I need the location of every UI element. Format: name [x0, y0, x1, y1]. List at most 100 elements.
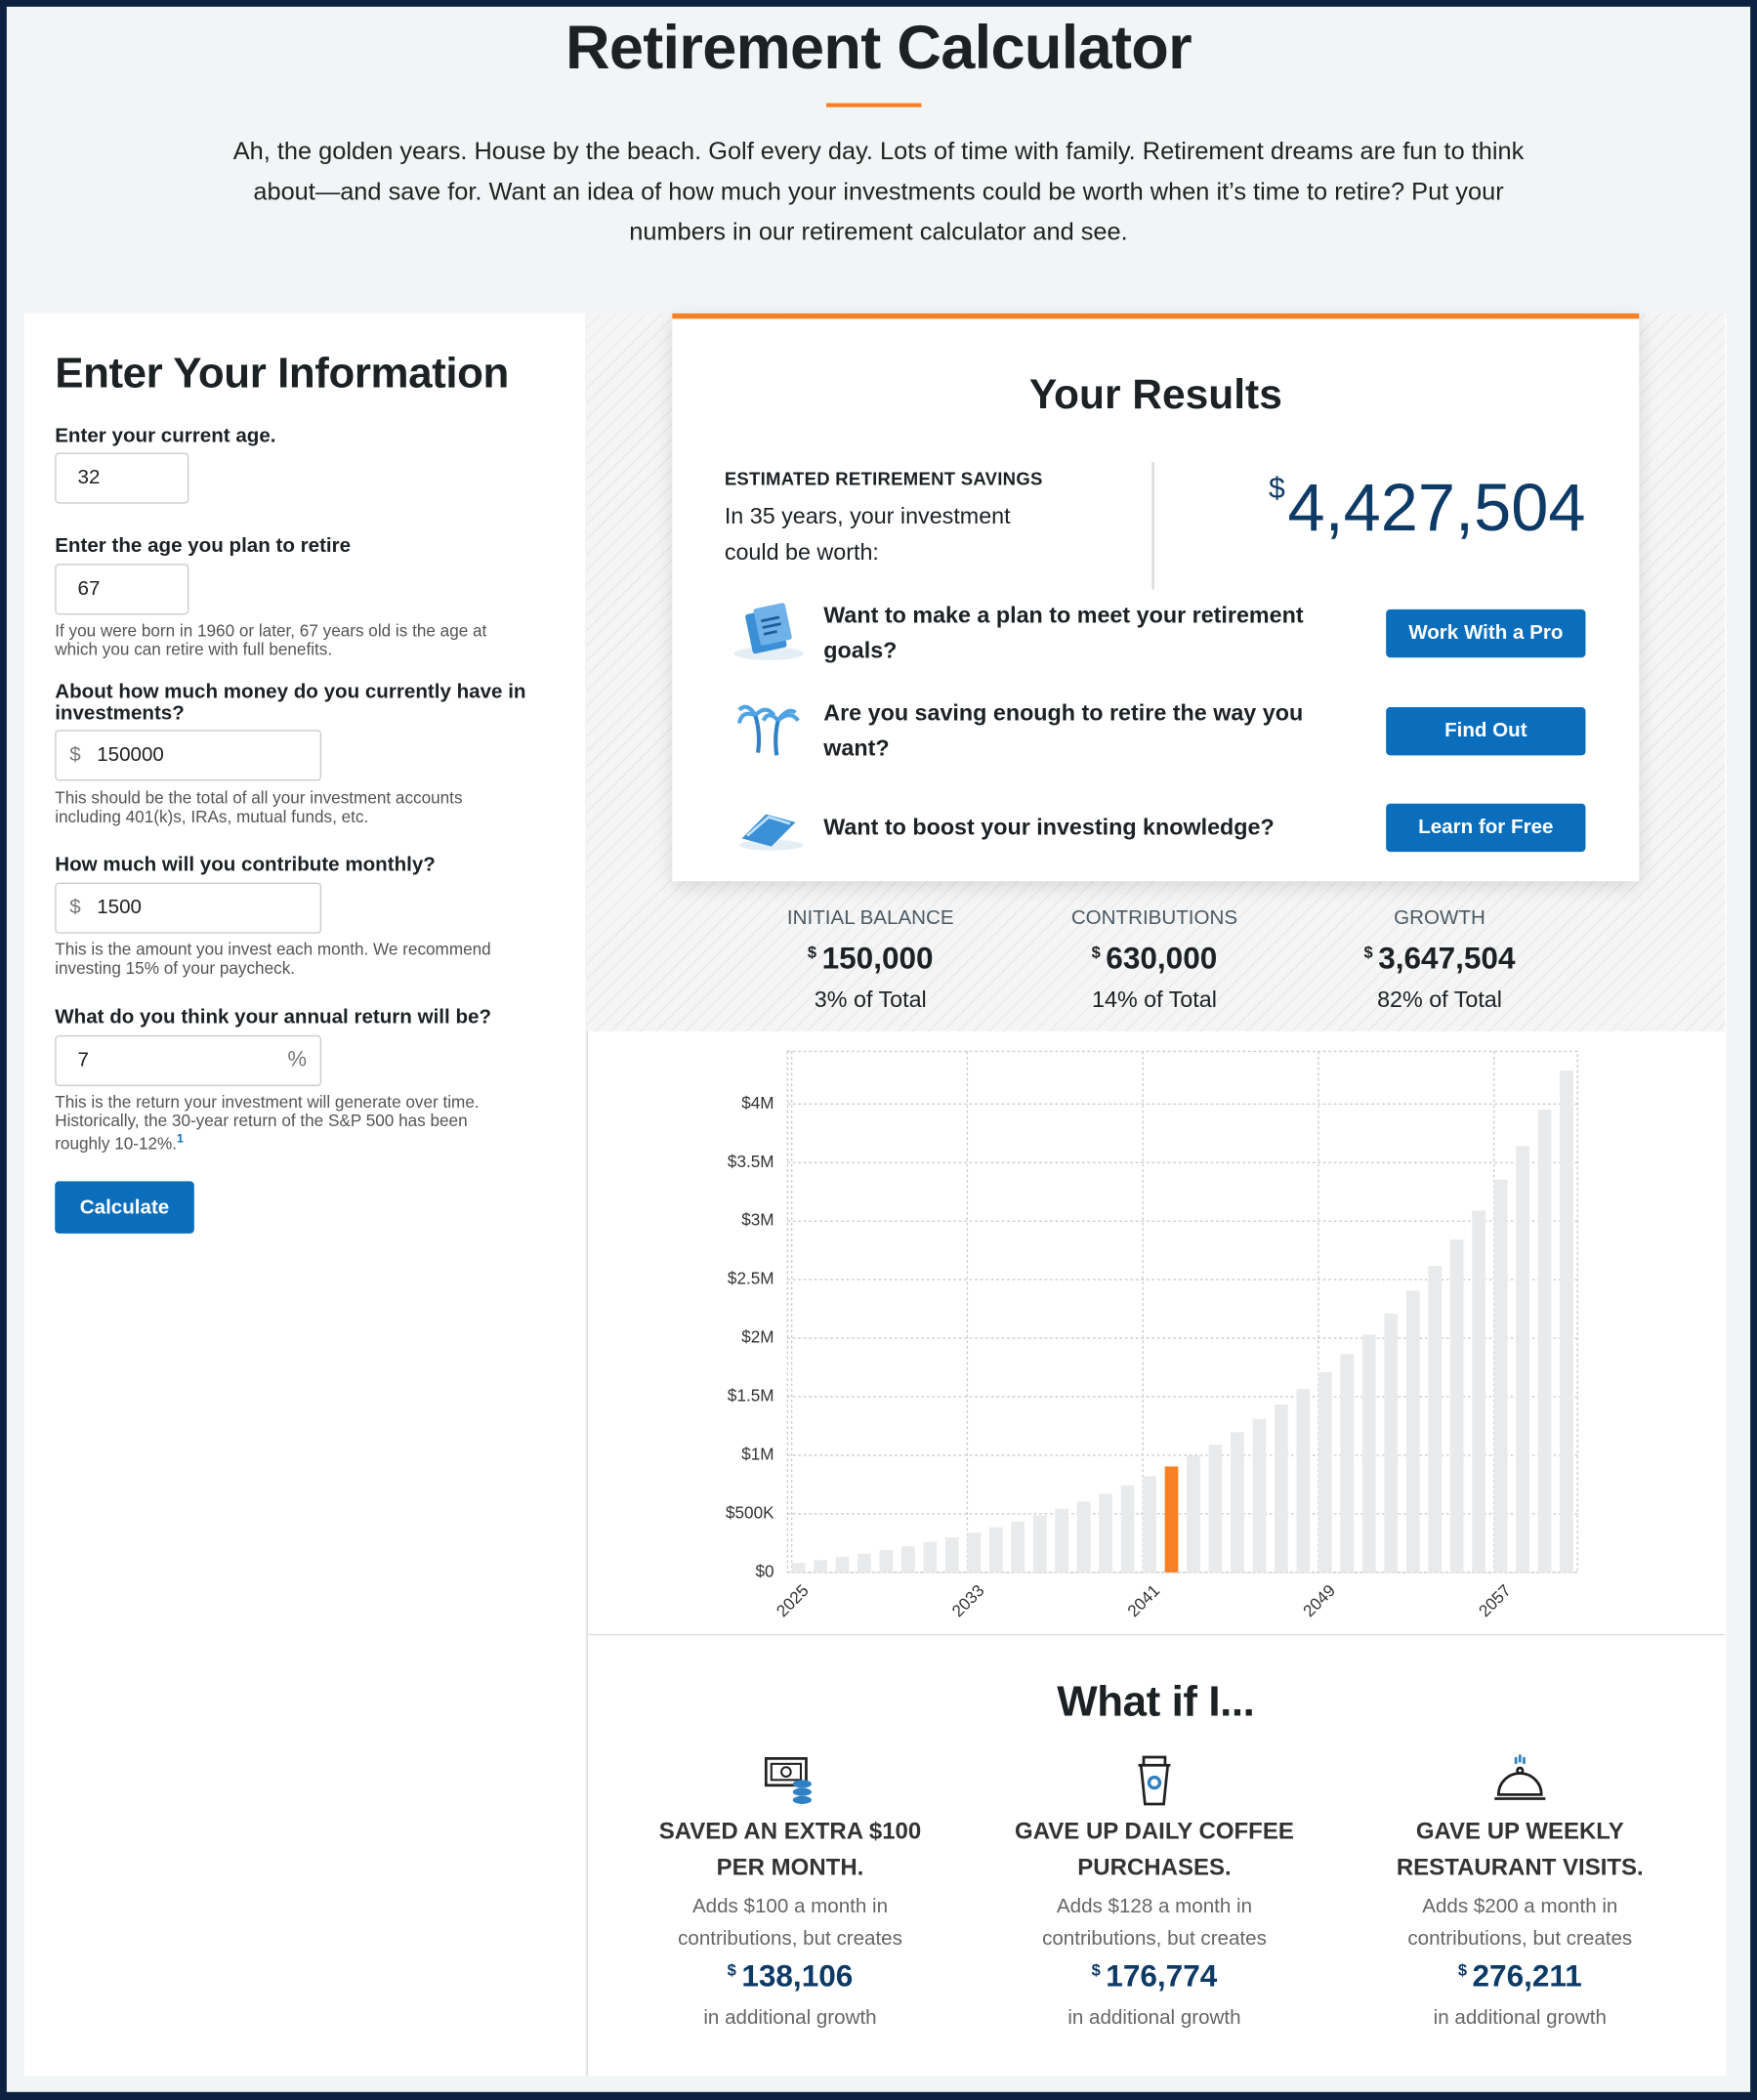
book-icon [738, 814, 804, 851]
whatif-note: in additional growth [1067, 2006, 1241, 2030]
breakdown-amount: $150,000 [723, 941, 1018, 977]
input-prefix: $ [69, 743, 81, 767]
y-tick-label: $3.5M [728, 1152, 774, 1171]
y-tick-label: $0 [755, 1561, 774, 1580]
prompt-button[interactable]: Learn for Free [1386, 803, 1586, 853]
amount: 630,000 [1106, 940, 1218, 976]
field-label: What do you think your annual return wil… [55, 1005, 492, 1029]
amount: 176,774 [1106, 1957, 1218, 1994]
calculate-button[interactable]: Calculate [55, 1181, 194, 1234]
prompt-button[interactable]: Work With a Pro [1386, 609, 1586, 658]
age-input[interactable]: 32 [55, 452, 189, 504]
savings-text: In 35 years, your investment could be wo… [724, 503, 1011, 566]
bar [967, 1533, 982, 1573]
input-value: 150000 [97, 743, 164, 767]
input-value: 1500 [97, 896, 142, 919]
savings-input[interactable]: $150000 [55, 730, 322, 781]
breakdown-share: 14% of Total [1092, 987, 1217, 1013]
currency: $ [1363, 943, 1373, 962]
breakdown-label: INITIAL BALANCE [786, 906, 954, 930]
y-tick-label: $2M [741, 1327, 774, 1347]
bar [923, 1541, 938, 1573]
whatif-heading: GAVE UP WEEKLY RESTAURANT VISITS. [1396, 1817, 1644, 1881]
bar [1055, 1508, 1069, 1573]
breakdown-amount: $630,000 [1007, 941, 1302, 977]
prompt-text: Want to boost your investing knowledge? [823, 814, 1275, 840]
bar [944, 1537, 959, 1573]
bar [1164, 1466, 1179, 1573]
field-label: Enter your current age. [55, 424, 276, 447]
cash-icon [764, 1756, 812, 1804]
y-tick-label: $1.5M [728, 1386, 774, 1406]
breakdown-label: GROWTH [1394, 906, 1485, 930]
bar [988, 1527, 1003, 1573]
prompt-text: Want to make a plan to meet your retirem… [823, 603, 1304, 663]
x-tick-label: 2057 [1475, 1580, 1515, 1620]
savings-label: ESTIMATED RETIREMENT SAVINGS [724, 468, 1043, 489]
bar [1428, 1266, 1443, 1573]
contribution-input[interactable]: $1500 [55, 882, 322, 934]
whatif-note: in additional growth [1433, 2006, 1607, 2030]
bar [1560, 1071, 1573, 1573]
bar [1449, 1239, 1464, 1573]
return-input[interactable]: 7% [55, 1034, 322, 1087]
x-tick-label: 2041 [1123, 1580, 1163, 1620]
bar [791, 1563, 806, 1573]
retire-age-input[interactable]: 67 [55, 564, 189, 615]
x-tick-label: 2025 [773, 1580, 813, 1620]
growth-chart: $0 $500K $1M $1.5M $2M $2.5M $3M $3.5M $4M 2025 20… [726, 1050, 1578, 1620]
prompt-button[interactable]: Find Out [1386, 706, 1586, 756]
bar [1275, 1405, 1288, 1573]
input-value: 32 [77, 466, 101, 489]
footnote-link[interactable]: 1 [177, 1131, 184, 1146]
amount: 4,427,504 [1287, 470, 1586, 546]
bar [1076, 1501, 1091, 1573]
field-label: About how much money do you currently ha… [55, 680, 526, 725]
y-tick-label: $3M [741, 1210, 774, 1230]
divider [1151, 462, 1154, 590]
bar [1011, 1521, 1025, 1573]
bar [1516, 1146, 1529, 1573]
bar [1252, 1418, 1267, 1573]
field-label: Enter the age you plan to retire [55, 534, 352, 558]
input-suffix: % [287, 1048, 308, 1071]
breakdown-share: 82% of Total [1377, 987, 1502, 1013]
bar [1187, 1455, 1200, 1573]
bar [858, 1553, 871, 1573]
bar [1208, 1445, 1223, 1573]
bar [1537, 1110, 1552, 1573]
bar [879, 1550, 894, 1573]
plan-icon [733, 603, 804, 660]
results-card [672, 313, 1640, 882]
input-value: 7 [77, 1048, 89, 1071]
savings-amount: $4,427,504 [1269, 469, 1586, 547]
whatif-text: Adds $128 a month in contributions, but … [1042, 1895, 1267, 1951]
whatif-note: in additional growth [703, 2006, 877, 2030]
dish-icon [1494, 1754, 1546, 1800]
y-tick-label: $1M [741, 1444, 774, 1463]
form-title: Enter Your Information [55, 348, 509, 397]
amount: 3,647,504 [1378, 940, 1516, 976]
x-tick-label: 2049 [1299, 1580, 1339, 1620]
coffee-icon [1138, 1755, 1171, 1806]
bar [1340, 1354, 1355, 1573]
whatif-heading: GAVE UP DAILY COFFEE PURCHASES. [1015, 1817, 1294, 1881]
bar [1120, 1485, 1135, 1573]
bar [1099, 1493, 1112, 1573]
results-title: Your Results [1028, 370, 1282, 418]
input-prefix: $ [69, 896, 81, 919]
y-tick-label: $2.5M [728, 1269, 774, 1288]
separator [586, 1633, 1726, 1636]
currency: $ [1268, 471, 1285, 505]
bar [814, 1560, 827, 1573]
bar [1318, 1371, 1332, 1573]
bar [1384, 1313, 1399, 1573]
field-help: This is the amount you invest each month… [55, 940, 491, 978]
title-underline [826, 103, 922, 107]
currency: $ [807, 943, 817, 962]
bar [1472, 1210, 1485, 1573]
whatif-amount: $138,106 [636, 1958, 943, 1995]
whatif-amount: $276,211 [1366, 1958, 1674, 1995]
